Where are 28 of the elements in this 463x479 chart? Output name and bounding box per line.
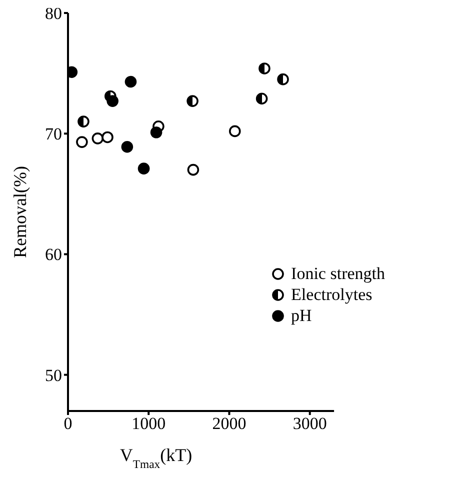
- point: [78, 116, 90, 128]
- point: [187, 164, 200, 176]
- x-tick-label: 0: [64, 414, 72, 434]
- point: [76, 136, 88, 148]
- point: [186, 95, 198, 107]
- y-tick-label: 50: [45, 366, 62, 385]
- x-axis-title: V$_{Tmax}$(kT): [120, 445, 192, 470]
- point: [124, 76, 137, 88]
- legend-label: Electrolytes: [291, 284, 372, 305]
- point: [102, 131, 114, 144]
- x-tick-label: 1000: [132, 414, 166, 434]
- point: [256, 92, 268, 105]
- point: [138, 162, 150, 174]
- point: [150, 126, 162, 138]
- legend-label: Ionic strength: [291, 263, 385, 284]
- point: [121, 140, 134, 153]
- point: [228, 125, 241, 138]
- point: [258, 62, 270, 74]
- x-tick-label: 2000: [212, 414, 246, 434]
- point: [92, 132, 104, 144]
- y-axis-title: Removal(%): [10, 166, 30, 258]
- y-tick-label: 80: [45, 4, 62, 24]
- legend-label: pH: [291, 305, 312, 326]
- y-tick-label: 70: [45, 124, 62, 144]
- point: [277, 73, 289, 86]
- point: [106, 95, 118, 107]
- y-tick-label: 60: [45, 245, 62, 264]
- x-tick-label: 3000: [292, 414, 327, 434]
